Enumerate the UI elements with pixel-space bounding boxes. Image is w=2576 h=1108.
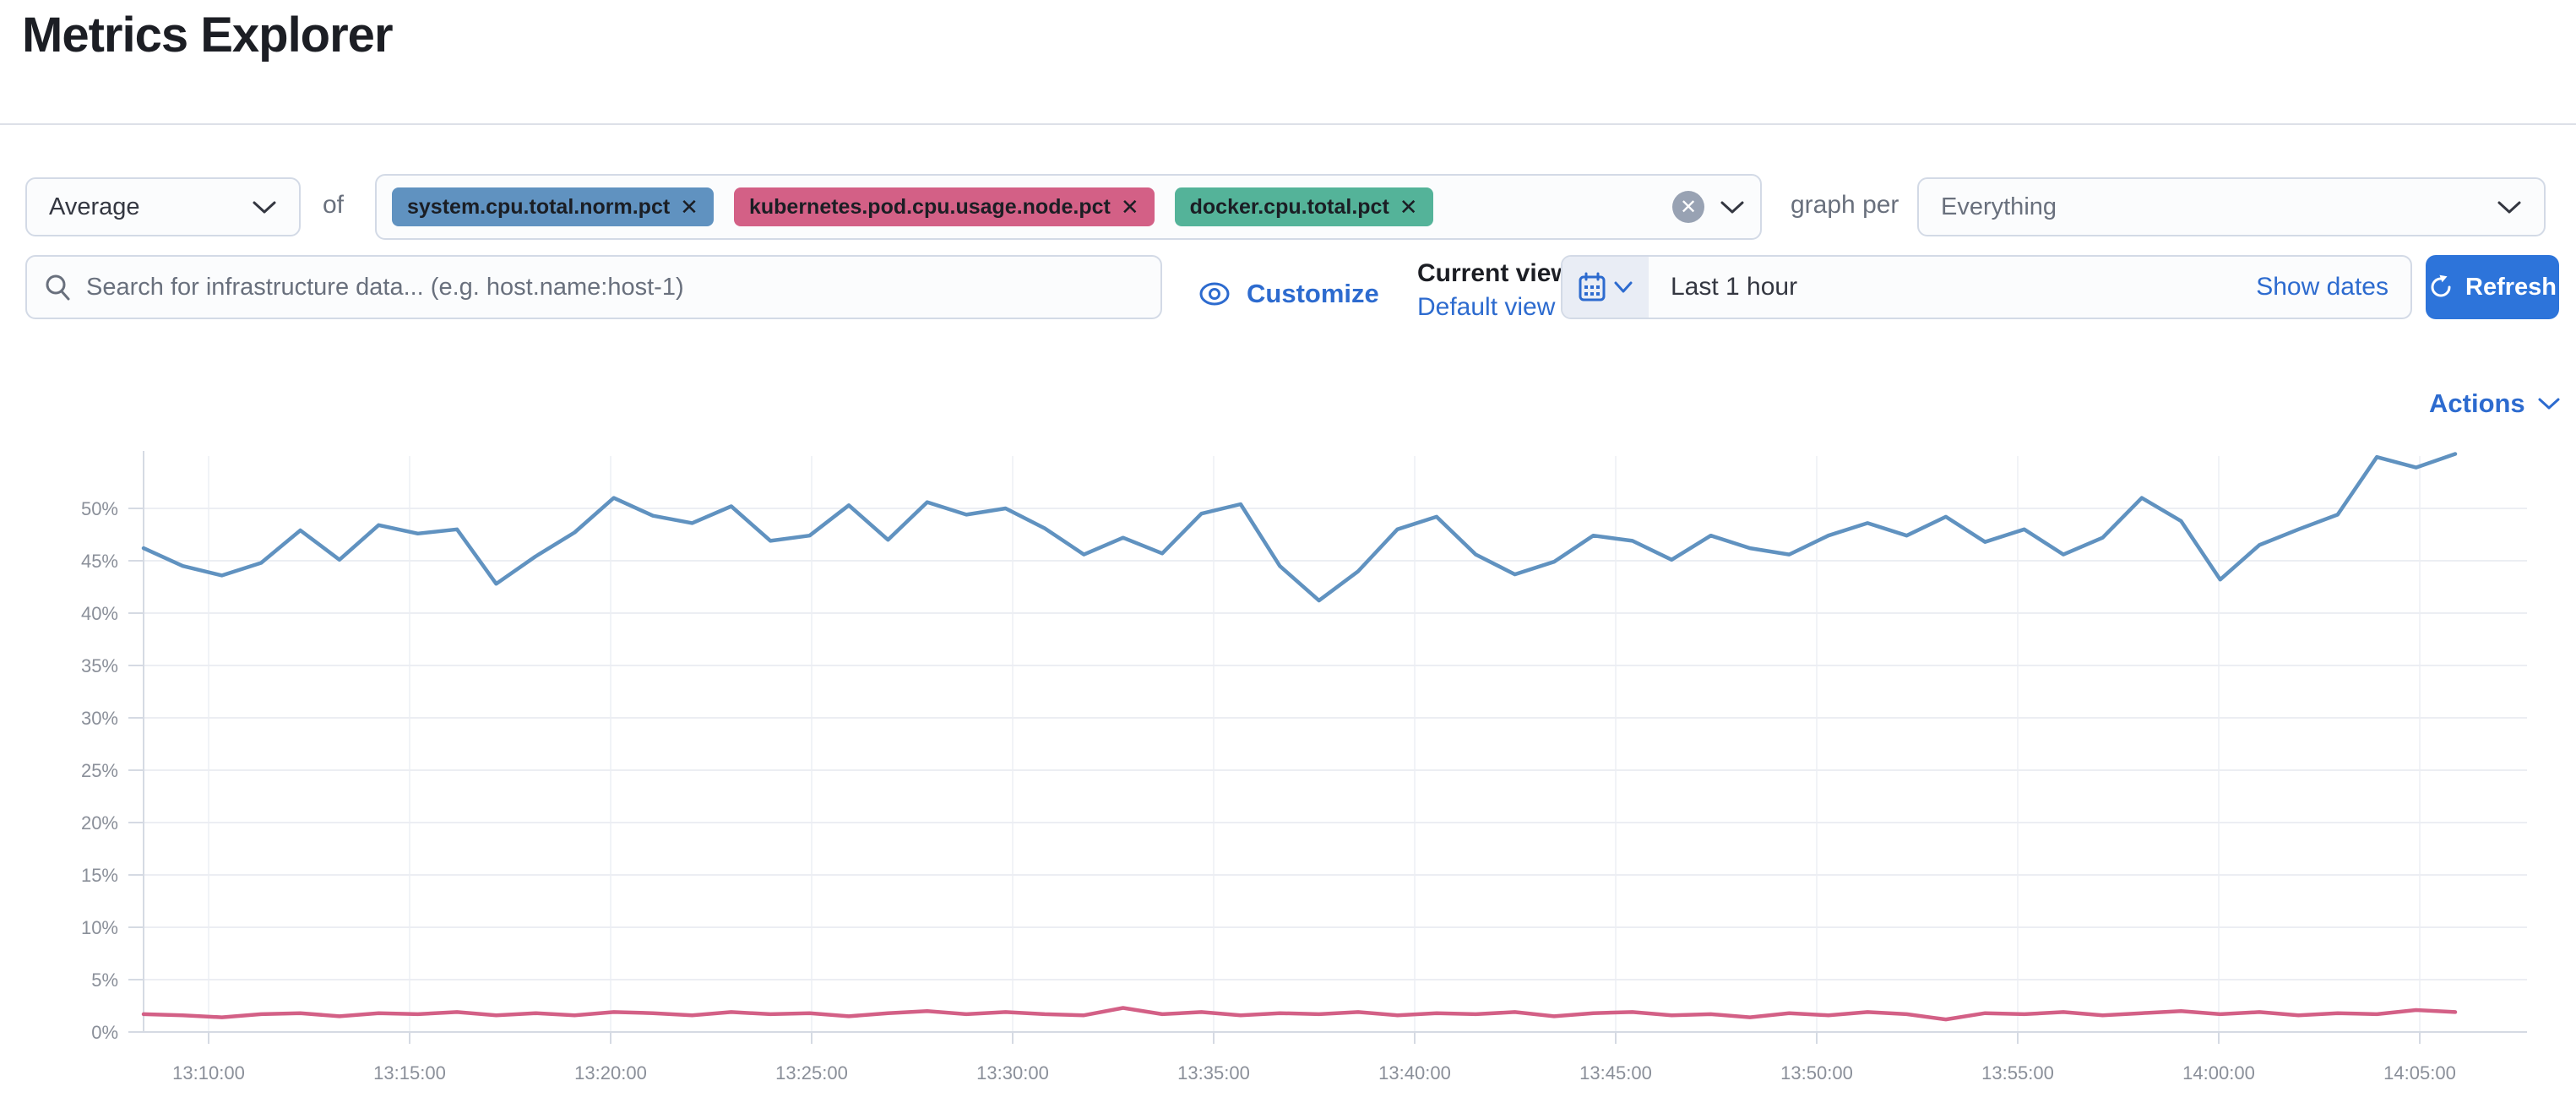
metric-badge[interactable]: kubernetes.pod.cpu.usage.node.pct ✕ [733, 187, 1155, 226]
group-by-select[interactable]: Everything [1917, 177, 2546, 236]
x-axis-tick-label: 13:35:00 [1177, 1062, 1250, 1084]
metrics-combo-box[interactable]: system.cpu.total.norm.pct ✕ kubernetes.pod… [375, 174, 1762, 240]
y-axis-tick-label: 40% [81, 603, 118, 624]
actions-label: Actions [2429, 388, 2525, 418]
search-box[interactable] [25, 255, 1162, 319]
x-axis-tick-label: 14:05:00 [2383, 1062, 2456, 1084]
date-picker-calendar-button[interactable] [1562, 257, 1649, 318]
chevron-down-icon [1614, 281, 1633, 293]
group-by-value: Everything [1941, 193, 2057, 220]
chevron-down-icon [2497, 201, 2521, 214]
date-range-value: Last 1 hour [1671, 273, 1798, 301]
y-axis-tick-label: 20% [81, 812, 118, 834]
chevron-down-icon [253, 201, 276, 214]
metric-badge-label: system.cpu.total.norm.pct [407, 194, 671, 219]
y-axis-tick-label: 15% [81, 865, 118, 886]
y-axis-tick-label: 50% [81, 498, 118, 519]
refresh-label: Refresh [2465, 273, 2557, 301]
y-axis-tick-label: 5% [91, 970, 118, 991]
current-view-label: Current view [1417, 259, 1571, 287]
metric-badge-label: kubernetes.pod.cpu.usage.node.pct [748, 194, 1111, 219]
chevron-down-icon[interactable] [1720, 199, 1745, 215]
remove-metric-icon[interactable]: ✕ [1120, 193, 1139, 220]
customize-button[interactable]: Customize [1198, 279, 1379, 309]
customize-label: Customize [1247, 279, 1379, 308]
y-axis-tick-label: 25% [81, 760, 118, 781]
refresh-icon [2431, 274, 2451, 297]
date-range-display[interactable]: Last 1 hour Show dates [1649, 257, 2410, 318]
eye-icon [1199, 282, 1230, 306]
x-axis-tick-label: 13:10:00 [172, 1062, 245, 1084]
show-dates-link[interactable]: Show dates [2256, 273, 2389, 301]
calendar-icon [1579, 272, 1606, 301]
refresh-button[interactable]: Refresh [2426, 255, 2559, 319]
actions-menu-button[interactable]: Actions [2429, 388, 2561, 419]
y-axis-tick-label: 10% [81, 917, 118, 938]
chevron-down-icon [2538, 398, 2560, 410]
of-label: of [323, 191, 345, 219]
series-line-system.cpu.total.norm.pct [141, 452, 2458, 603]
remove-metric-icon[interactable]: ✕ [1399, 193, 1418, 220]
view-block: Current view Default view [1417, 257, 1571, 324]
graph-per-label: graph per [1791, 191, 1899, 219]
remove-metric-icon[interactable]: ✕ [680, 193, 698, 220]
x-axis-tick-label: 13:20:00 [574, 1062, 647, 1084]
line-chart: 13:10:00 13:15:00 13:20:00 13:25:00 13:30:00… [81, 451, 2527, 1084]
header-divider [0, 123, 2576, 125]
metric-badge-label: docker.cpu.total.pct [1189, 194, 1389, 219]
x-axis-tick-label: 13:40:00 [1378, 1062, 1451, 1084]
x-axis-tick-label: 13:15:00 [373, 1062, 446, 1084]
metric-badge[interactable]: system.cpu.total.norm.pct ✕ [392, 187, 714, 226]
y-axis-tick-label: 45% [81, 551, 118, 572]
metric-badge-list: system.cpu.total.norm.pct ✕ kubernetes.pod… [392, 187, 1672, 226]
metrics-chart: 13:10:00 13:15:00 13:20:00 13:25:00 13:30:00… [0, 439, 2576, 1108]
default-view-link[interactable]: Default view [1417, 293, 1556, 321]
y-axis-tick-label: 35% [81, 655, 118, 676]
y-axis-tick-label: 30% [81, 708, 118, 729]
page-title: Metrics Explorer [22, 8, 394, 62]
y-axis-tick-label: 0% [91, 1022, 118, 1043]
x-axis-tick-label: 13:55:00 [1981, 1062, 2054, 1084]
x-axis-tick-label: 13:25:00 [775, 1062, 848, 1084]
search-input[interactable] [86, 273, 1144, 301]
metric-badge[interactable]: docker.cpu.total.pct ✕ [1174, 187, 1433, 226]
aggregation-select[interactable]: Average [25, 177, 301, 236]
date-picker: Last 1 hour Show dates [1561, 255, 2412, 319]
x-axis-tick-label: 13:45:00 [1579, 1062, 1652, 1084]
x-axis-tick-label: 13:50:00 [1780, 1062, 1853, 1084]
clear-metrics-icon[interactable]: ✕ [1672, 191, 1704, 223]
aggregation-value: Average [49, 193, 140, 220]
series-line-kubernetes.pod.cpu.usage.node.pct [141, 1006, 2458, 1022]
search-icon [46, 274, 70, 301]
x-axis-tick-label: 14:00:00 [2182, 1062, 2255, 1084]
x-axis-tick-label: 13:30:00 [976, 1062, 1049, 1084]
